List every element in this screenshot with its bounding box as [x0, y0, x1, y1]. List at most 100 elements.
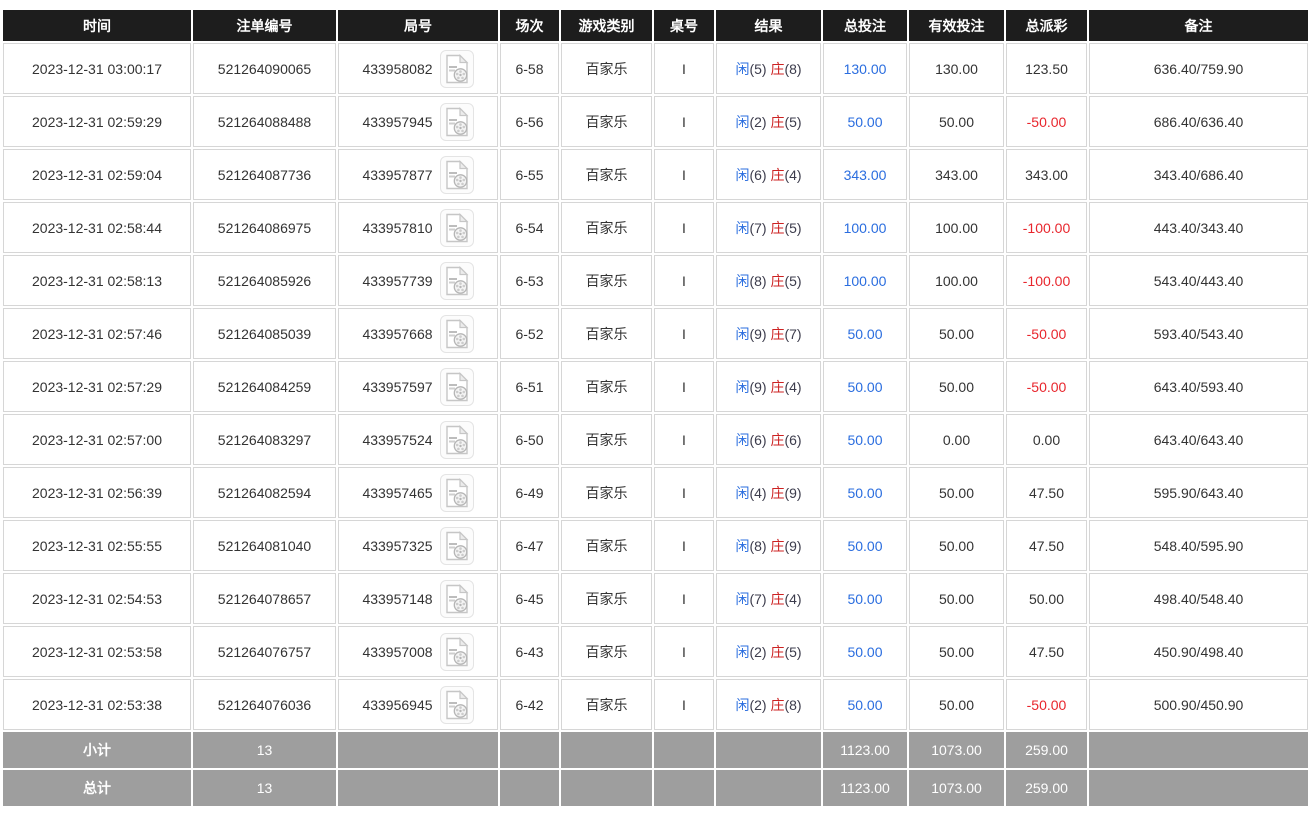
cell-remark: 443.40/343.40	[1089, 202, 1308, 253]
cell-round-id: 433957524	[338, 414, 498, 465]
result-player-score: (2)	[749, 643, 771, 660]
total-bet-link[interactable]: 100.00	[843, 272, 887, 289]
cell-valid-bet: 50.00	[909, 520, 1004, 571]
video-file-icon	[445, 477, 468, 507]
video-replay-button[interactable]	[439, 685, 474, 724]
total-bet-link[interactable]: 130.00	[843, 60, 887, 77]
cell-table-no: I	[654, 308, 714, 359]
cell-total-bet: 343.00	[823, 149, 907, 200]
round-id-group: 433957524	[362, 420, 474, 459]
cell-result: 闲(4) 庄(9)	[716, 467, 821, 518]
cell-time: 2023-12-31 02:53:58	[3, 626, 191, 677]
result-banker-score: (9)	[784, 537, 802, 554]
footer-remark-empty	[1089, 770, 1308, 806]
cell-time: 2023-12-31 02:54:53	[3, 573, 191, 624]
video-replay-button[interactable]	[439, 526, 474, 565]
total-bet-link[interactable]: 50.00	[847, 590, 883, 607]
video-replay-button[interactable]	[439, 261, 474, 300]
cell-round-id: 433957325	[338, 520, 498, 571]
video-replay-button[interactable]	[439, 208, 474, 247]
footer-game-type-empty	[561, 770, 652, 806]
footer-bet-count: 13	[193, 770, 336, 806]
cell-game-type: 百家乐	[561, 626, 652, 677]
result-player-label: 闲	[735, 166, 750, 183]
total-bet-link[interactable]: 50.00	[847, 325, 883, 342]
cell-valid-bet: 100.00	[909, 202, 1004, 253]
cell-valid-bet: 343.00	[909, 149, 1004, 200]
result-banker-label: 庄	[770, 537, 785, 554]
round-id-group: 433958082	[362, 49, 474, 88]
video-replay-button[interactable]	[439, 49, 474, 88]
cell-table-no: I	[654, 414, 714, 465]
cell-game-type: 百家乐	[561, 202, 652, 253]
video-replay-button[interactable]	[439, 579, 474, 618]
cell-round-id: 433957008	[338, 626, 498, 677]
cell-table-no: I	[654, 202, 714, 253]
cell-total-bet: 50.00	[823, 467, 907, 518]
cell-round-id: 433957945	[338, 96, 498, 147]
total-bet-link[interactable]: 50.00	[847, 431, 883, 448]
table-row: 2023-12-31 02:54:53 521264078657 433957148…	[3, 573, 1308, 624]
total-bet-link[interactable]: 343.00	[843, 166, 887, 183]
column-header-time: 时间	[3, 10, 191, 41]
column-header-payout: 总派彩	[1006, 10, 1087, 41]
result-player-label: 闲	[735, 272, 750, 289]
cell-remark: 643.40/593.40	[1089, 361, 1308, 412]
table-footer: 小计 13 1123.00 1073.00 259.00 总计 13 1123.00 1073.…	[3, 732, 1308, 806]
table-row: 2023-12-31 02:59:04 521264087736 433957877…	[3, 149, 1308, 200]
video-replay-button[interactable]	[439, 420, 474, 459]
grand-total-row: 总计 13 1123.00 1073.00 259.00	[3, 770, 1308, 806]
footer-label: 小计	[3, 732, 191, 768]
footer-remark-empty	[1089, 732, 1308, 768]
total-bet-link[interactable]: 100.00	[843, 219, 887, 236]
total-bet-link[interactable]: 50.00	[847, 537, 883, 554]
cell-session: 6-53	[500, 255, 559, 306]
cell-bet-id: 521264082594	[193, 467, 336, 518]
result-banker-label: 庄	[770, 219, 785, 236]
cell-table-no: I	[654, 43, 714, 94]
footer-payout: 259.00	[1006, 732, 1087, 768]
table-row: 2023-12-31 03:00:17 521264090065 433958082…	[3, 43, 1308, 94]
video-replay-button[interactable]	[439, 155, 474, 194]
cell-bet-id: 521264081040	[193, 520, 336, 571]
video-replay-button[interactable]	[439, 314, 474, 353]
table-row: 2023-12-31 02:58:44 521264086975 433957810…	[3, 202, 1308, 253]
result-banker-score: (5)	[784, 272, 802, 289]
total-bet-link[interactable]: 50.00	[847, 378, 883, 395]
cell-round-id: 433957739	[338, 255, 498, 306]
result-player-label: 闲	[735, 643, 750, 660]
video-replay-button[interactable]	[439, 367, 474, 406]
table-row: 2023-12-31 02:53:38 521264076036 433956945…	[3, 679, 1308, 730]
cell-payout: 0.00	[1006, 414, 1087, 465]
total-bet-link[interactable]: 50.00	[847, 643, 883, 660]
cell-round-id: 433957465	[338, 467, 498, 518]
cell-payout: -50.00	[1006, 361, 1087, 412]
cell-total-bet: 50.00	[823, 361, 907, 412]
cell-game-type: 百家乐	[561, 43, 652, 94]
total-bet-link[interactable]: 50.00	[847, 484, 883, 501]
cell-payout: -50.00	[1006, 679, 1087, 730]
cell-bet-id: 521264085039	[193, 308, 336, 359]
result-banker-score: (5)	[784, 113, 802, 130]
cell-total-bet: 50.00	[823, 626, 907, 677]
cell-valid-bet: 50.00	[909, 308, 1004, 359]
video-replay-button[interactable]	[439, 473, 474, 512]
result-banker-score: (8)	[784, 60, 802, 77]
total-bet-link[interactable]: 50.00	[847, 696, 883, 713]
cell-remark: 636.40/759.90	[1089, 43, 1308, 94]
column-header-total-bet: 总投注	[823, 10, 907, 41]
cell-total-bet: 50.00	[823, 308, 907, 359]
round-id-group: 433957877	[362, 155, 474, 194]
cell-bet-id: 521264076036	[193, 679, 336, 730]
cell-remark: 500.90/450.90	[1089, 679, 1308, 730]
video-replay-button[interactable]	[439, 102, 474, 141]
video-replay-button[interactable]	[439, 632, 474, 671]
round-id-value: 433957668	[362, 325, 433, 342]
round-id-value: 433957524	[362, 431, 433, 448]
result-player-label: 闲	[735, 696, 750, 713]
cell-game-type: 百家乐	[561, 308, 652, 359]
column-header-bet-id: 注单编号	[193, 10, 336, 41]
cell-remark: 593.40/543.40	[1089, 308, 1308, 359]
total-bet-link[interactable]: 50.00	[847, 113, 883, 130]
result-banker-score: (4)	[784, 378, 802, 395]
